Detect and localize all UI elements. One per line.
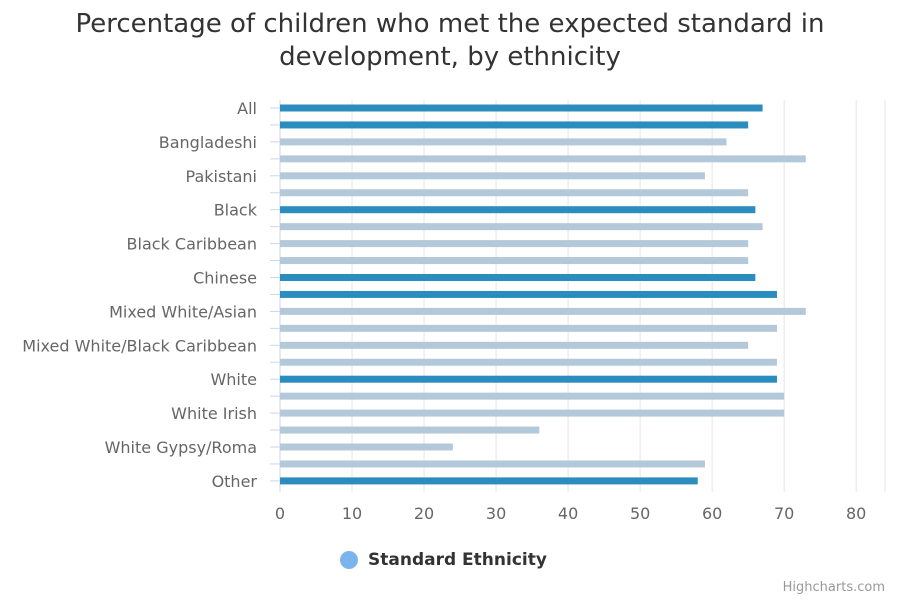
bar[interactable] [280,257,749,265]
legend-label[interactable]: Standard Ethnicity [368,550,547,570]
y-tick-label: Chinese [193,269,257,288]
x-tick-label: 80 [846,504,866,523]
bar[interactable] [280,409,785,417]
y-tick-label: White Irish [171,404,257,423]
bar[interactable] [280,477,698,485]
bar[interactable] [280,206,756,214]
x-tick-label: 40 [558,504,578,523]
bar[interactable] [280,121,749,129]
bar[interactable] [280,223,763,231]
bar[interactable] [280,341,749,349]
y-tick-label: Black [214,201,258,220]
bar[interactable] [280,274,756,281]
legend[interactable]: Standard Ethnicity [340,548,547,572]
bar[interactable] [280,443,453,451]
bar[interactable] [280,138,727,146]
bar[interactable] [280,426,540,434]
bar[interactable] [280,172,705,180]
bar[interactable] [280,104,763,112]
y-tick-label: White Gypsy/Roma [105,438,257,457]
y-tick-label: All [237,99,257,118]
x-tick-label: 0 [275,504,285,523]
bar[interactable] [280,189,749,197]
x-axis: 0 10 20 30 40 50 60 70 80 [275,504,866,523]
chart-title-line-2: development, by ethnicity [279,42,621,72]
y-axis: All Bangladeshi Pakistani Black Black Caribb… [22,99,281,492]
bar[interactable] [280,290,777,298]
bar-series[interactable] [280,104,806,485]
y-tick-label: White [210,370,257,389]
x-tick-label: 10 [342,504,362,523]
bar[interactable] [280,460,705,468]
chart-title: Percentage of children who met the expec… [0,8,900,74]
y-tick-label: Bangladeshi [159,133,257,152]
bar[interactable] [280,240,749,248]
credits-link[interactable]: Highcharts.com [782,580,885,595]
x-tick-label: 70 [774,504,794,523]
y-tick-label: Pakistani [186,167,257,186]
bar[interactable] [280,392,785,400]
y-tick-label: Black Caribbean [127,235,257,254]
legend-marker-icon[interactable] [340,551,358,569]
x-tick-label: 50 [630,504,650,523]
bar[interactable] [280,155,806,163]
x-tick-label: 60 [702,504,722,523]
x-tick-label: 20 [414,504,434,523]
x-tick-label: 30 [486,504,506,523]
bar[interactable] [280,307,806,315]
bar[interactable] [280,375,777,383]
y-tick-label: Other [212,472,258,491]
bar[interactable] [280,324,777,332]
y-tick-label: Mixed White/Black Caribbean [22,336,257,355]
y-tick-label: Mixed White/Asian [109,302,257,321]
bar[interactable] [280,358,777,366]
chart-title-line-1: Percentage of children who met the expec… [75,9,825,39]
